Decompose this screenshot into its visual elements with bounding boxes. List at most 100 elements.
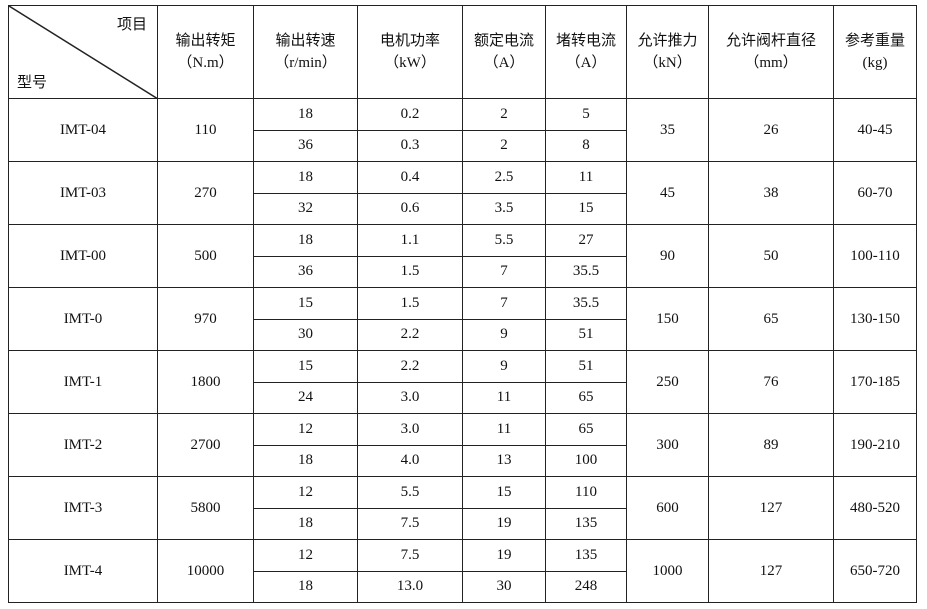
speed-cell: 18 bbox=[253, 444, 358, 477]
table-row: IMT-0 970 15 1.5 7 35.5 150 65 130-150 bbox=[8, 287, 917, 351]
rated-current-cell: 3.5 bbox=[462, 192, 546, 225]
table-row: 30 2.2 9 51 bbox=[9, 318, 917, 351]
corner-diagonal bbox=[9, 6, 158, 99]
power-cell: 0.4 bbox=[357, 161, 463, 194]
table-row: IMT-00 500 18 1.1 5.5 27 90 50 100-110 bbox=[8, 224, 917, 288]
header-unit: （r/min） bbox=[274, 55, 337, 71]
rated-current-cell: 15 bbox=[462, 476, 546, 509]
corner-bottom-label: 型号 bbox=[17, 75, 48, 91]
rated-current-cell: 9 bbox=[462, 350, 546, 383]
speed-cell: 24 bbox=[253, 381, 358, 414]
torque-cell: 1800 bbox=[157, 350, 254, 414]
table-row: 24 3.0 11 65 bbox=[9, 381, 917, 414]
rated-current-cell: 30 bbox=[462, 570, 546, 603]
stall-current-cell: 135 bbox=[545, 539, 627, 572]
model-cell: IMT-4 bbox=[8, 539, 158, 603]
power-cell: 7.5 bbox=[357, 539, 463, 572]
speed-cell: 12 bbox=[253, 413, 358, 446]
model-cell: IMT-3 bbox=[8, 476, 158, 540]
power-cell: 0.2 bbox=[357, 98, 463, 131]
power-cell: 0.6 bbox=[357, 192, 463, 225]
speed-cell: 18 bbox=[253, 98, 358, 131]
thrust-cell: 1000 bbox=[626, 539, 709, 603]
stall-current-cell: 51 bbox=[545, 318, 627, 351]
stem-cell: 127 bbox=[708, 539, 834, 603]
thrust-cell: 35 bbox=[626, 98, 709, 162]
torque-cell: 2700 bbox=[157, 413, 254, 477]
stall-current-cell: 110 bbox=[545, 476, 627, 509]
speed-cell: 32 bbox=[253, 192, 358, 225]
thrust-cell: 300 bbox=[626, 413, 709, 477]
speed-cell: 12 bbox=[253, 539, 358, 572]
corner-top-label: 项目 bbox=[116, 17, 147, 33]
speed-cell: 30 bbox=[253, 318, 358, 351]
thrust-cell: 45 bbox=[626, 161, 709, 225]
speed-cell: 12 bbox=[253, 476, 358, 509]
header-name: 额定电流 bbox=[473, 33, 534, 49]
table-body: IMT-04 110 18 0.2 2 5 35 26 40-45 36 0.3 2 8 IMT-03 27… bbox=[8, 98, 917, 603]
stem-cell: 50 bbox=[708, 224, 834, 288]
rated-current-cell: 2 bbox=[462, 129, 546, 162]
weight-cell: 100-110 bbox=[833, 224, 917, 288]
header-name: 堵转电流 bbox=[555, 33, 616, 49]
weight-cell: 650-720 bbox=[833, 539, 917, 603]
power-cell: 4.0 bbox=[357, 444, 463, 477]
rated-current-cell: 19 bbox=[462, 539, 546, 572]
rated-current-cell: 19 bbox=[462, 507, 546, 540]
table-row: IMT-4 10000 12 7.5 19 135 1000 127 650-720 bbox=[8, 539, 917, 603]
rated-current-cell: 11 bbox=[462, 413, 546, 446]
speed-cell: 18 bbox=[253, 224, 358, 257]
table-row: IMT-3 5800 12 5.5 15 110 600 127 480-520 bbox=[8, 476, 917, 540]
thrust-cell: 90 bbox=[626, 224, 709, 288]
header-name: 参考重量 bbox=[844, 33, 905, 49]
weight-cell: 190-210 bbox=[833, 413, 917, 477]
table-row: 18 7.5 19 135 bbox=[9, 507, 917, 540]
stem-cell: 65 bbox=[708, 287, 834, 351]
rated-current-cell: 2 bbox=[462, 98, 546, 131]
rated-current-cell: 11 bbox=[462, 381, 546, 414]
header-cell: 允许推力 （kN） bbox=[626, 5, 709, 99]
table-row: 32 0.6 3.5 15 bbox=[9, 192, 917, 225]
weight-cell: 60-70 bbox=[833, 161, 917, 225]
header-unit: （mm） bbox=[744, 55, 798, 71]
table-row: IMT-1 1800 15 2.2 9 51 250 76 170-185 bbox=[8, 350, 917, 414]
corner-cell: 项目 型号 bbox=[8, 5, 158, 99]
header-cell: 堵转电流 （A） bbox=[545, 5, 627, 99]
speed-cell: 36 bbox=[253, 129, 358, 162]
thrust-cell: 150 bbox=[626, 287, 709, 351]
rated-current-cell: 2.5 bbox=[462, 161, 546, 194]
model-cell: IMT-2 bbox=[8, 413, 158, 477]
power-cell: 1.5 bbox=[357, 287, 463, 320]
stem-cell: 127 bbox=[708, 476, 834, 540]
stem-cell: 26 bbox=[708, 98, 834, 162]
stall-current-cell: 5 bbox=[545, 98, 627, 131]
stall-current-cell: 65 bbox=[545, 413, 627, 446]
rated-current-cell: 13 bbox=[462, 444, 546, 477]
stall-current-cell: 135 bbox=[545, 507, 627, 540]
power-cell: 1.5 bbox=[357, 255, 463, 288]
model-cell: IMT-00 bbox=[8, 224, 158, 288]
rated-current-cell: 7 bbox=[462, 255, 546, 288]
power-cell: 0.3 bbox=[357, 129, 463, 162]
speed-cell: 18 bbox=[253, 161, 358, 194]
table-row: 18 13.0 30 248 bbox=[9, 570, 917, 603]
header-cell: 参考重量 (kg) bbox=[833, 5, 917, 99]
header-cell: 输出转矩 （N.m） bbox=[157, 5, 254, 99]
power-cell: 5.5 bbox=[357, 476, 463, 509]
stem-cell: 38 bbox=[708, 161, 834, 225]
header-unit: （A） bbox=[565, 55, 607, 71]
weight-cell: 170-185 bbox=[833, 350, 917, 414]
header-cell: 电机功率 （kW） bbox=[357, 5, 463, 99]
stall-current-cell: 65 bbox=[545, 381, 627, 414]
speed-cell: 18 bbox=[253, 570, 358, 603]
table-row: IMT-03 270 18 0.4 2.5 11 45 38 60-70 bbox=[8, 161, 917, 225]
torque-cell: 970 bbox=[157, 287, 254, 351]
stem-cell: 76 bbox=[708, 350, 834, 414]
power-cell: 2.2 bbox=[357, 318, 463, 351]
header-unit: （kW） bbox=[384, 55, 436, 71]
stall-current-cell: 51 bbox=[545, 350, 627, 383]
header-unit: （N.m） bbox=[177, 55, 234, 71]
power-cell: 13.0 bbox=[357, 570, 463, 603]
table-row: IMT-04 110 18 0.2 2 5 35 26 40-45 bbox=[8, 98, 917, 162]
